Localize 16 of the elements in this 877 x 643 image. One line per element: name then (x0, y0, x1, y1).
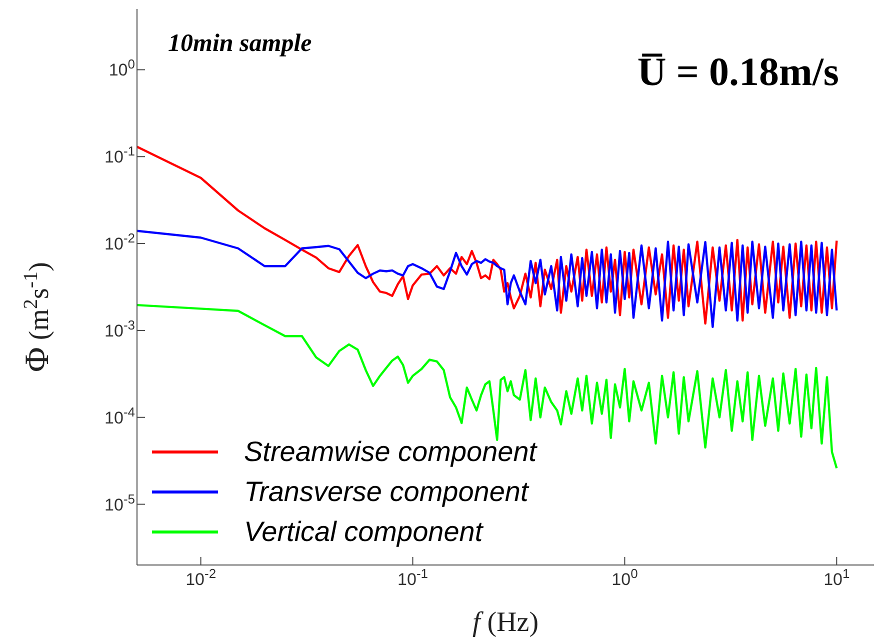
x-tick-label: 10$^{-2}$ (186, 566, 216, 589)
x-tick-label: 10$^{-1}$ (398, 566, 428, 589)
x-tick-label: 10$^{0}$ (612, 566, 638, 589)
legend-label: Vertical component (244, 516, 483, 548)
legend-label: Transverse component (244, 476, 528, 508)
legend-label: Streamwise component (244, 436, 537, 468)
x-tick-label: 10$^{1}$ (824, 566, 850, 589)
y-tick-label: 10$^{-5}$ (104, 490, 135, 514)
y-tick-label: 10$^{-2}$ (104, 230, 135, 254)
y-tick-label: 10$^{-3}$ (104, 316, 135, 340)
y-tick-label: 10$^{0}$ (108, 56, 135, 80)
y-tick-label: 10$^{-1}$ (104, 143, 135, 167)
annotation-text: U̅ = 0.18m/s (637, 48, 839, 95)
annotation-text: 10min sample (168, 30, 312, 58)
x-axis-title: f (Hz) (472, 607, 539, 638)
y-tick-label: 10$^{-4}$ (104, 404, 135, 428)
